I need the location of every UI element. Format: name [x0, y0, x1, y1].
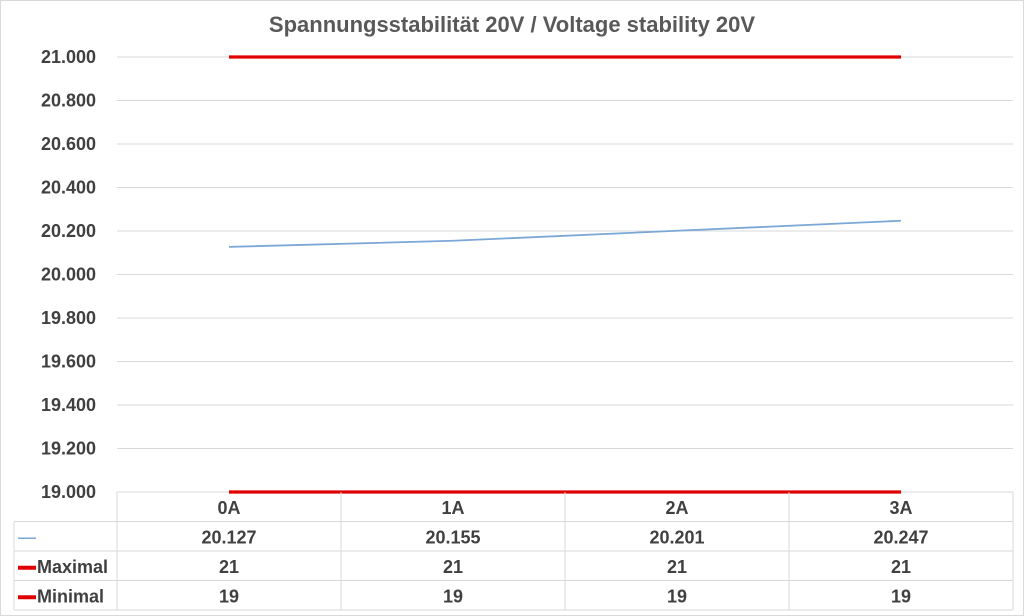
table-cell-value: 20.201	[649, 527, 704, 547]
legend-label-minimal: Minimal	[37, 586, 104, 606]
y-tick-label: 20.400	[41, 178, 96, 198]
x-category-label: 1A	[441, 498, 464, 518]
table-cell-value: 21	[219, 557, 239, 577]
x-category-label: 0A	[217, 498, 240, 518]
table-cell-value: 21	[891, 557, 911, 577]
y-tick-label: 20.000	[41, 265, 96, 285]
table-cell-value: 20.127	[201, 527, 256, 547]
series-line-voltage	[228, 219, 902, 248]
y-tick-label: 19.400	[41, 395, 96, 415]
y-tick-label: 19.000	[41, 482, 96, 502]
table-cell-value: 19	[443, 586, 463, 606]
table-cell-value: 21	[443, 557, 463, 577]
y-tick-label: 19.800	[41, 308, 96, 328]
y-tick-label: 21.000	[41, 47, 96, 67]
table-cell-value: 19	[891, 586, 911, 606]
y-tick-label: 20.800	[41, 91, 96, 111]
table-cell-value: 20.247	[873, 527, 928, 547]
table-cell-value: 19	[219, 586, 239, 606]
y-tick-label: 20.600	[41, 134, 96, 154]
table-cell-value: 20.155	[425, 527, 480, 547]
table-cell-value: 21	[667, 557, 687, 577]
chart-title: Spannungsstabilität 20V / Voltage stabil…	[268, 12, 756, 37]
y-tick-label: 19.600	[41, 352, 96, 372]
x-category-label: 2A	[665, 498, 688, 518]
legend-label-maximal: Maximal	[37, 557, 108, 577]
table-cell-value: 19	[667, 586, 687, 606]
x-category-label: 3A	[889, 498, 912, 518]
y-tick-label: 20.200	[41, 221, 96, 241]
y-tick-label: 19.200	[41, 439, 96, 459]
